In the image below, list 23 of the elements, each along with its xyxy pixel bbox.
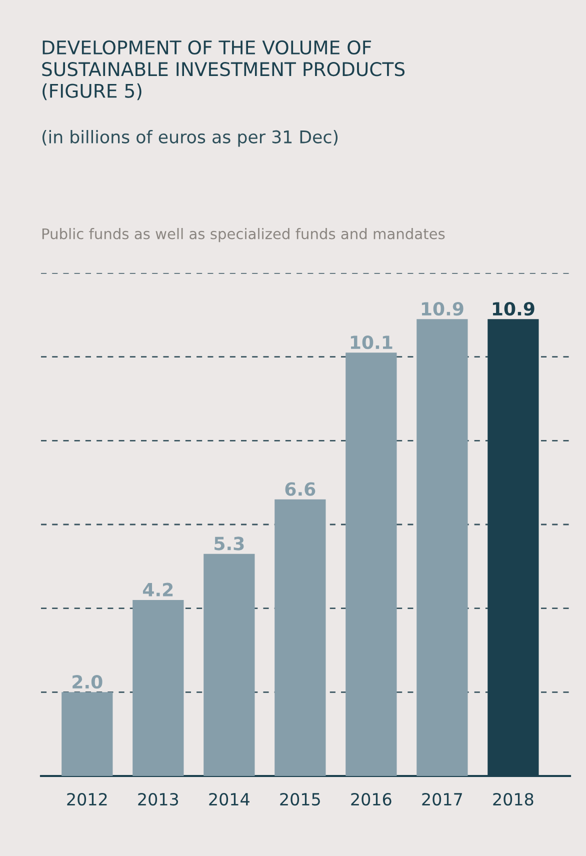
x-tick-label: 2013	[138, 792, 178, 806]
bar	[346, 352, 397, 776]
bar	[274, 499, 326, 776]
data-label: 4.2	[142, 582, 173, 596]
data-label: 5.3	[214, 536, 244, 550]
data-label: 10.9	[492, 302, 534, 316]
data-label: 2.0	[72, 675, 102, 689]
chart-subtitle: (in billions of euros as per 31 Dec)	[42, 130, 338, 147]
data-label: 10.9	[422, 302, 464, 316]
bar	[62, 692, 113, 776]
x-tick-label: 2018	[493, 792, 534, 806]
x-tick-label: 2014	[209, 792, 250, 806]
chart-title: DEVELOPMENT OF THE VOLUME OF SUSTAINABLE INVESTMENT PRODUCTS (FIGURE 5)	[42, 40, 405, 100]
data-label: 10.1	[350, 335, 392, 350]
x-tick-label: 2012	[67, 792, 107, 806]
text: Public funds as well as specialized funds and mandates	[42, 228, 445, 242]
x-tick-label: 2017	[422, 792, 462, 806]
x-tick-label: 2015	[280, 792, 320, 806]
data-label: 6.6	[285, 482, 316, 496]
x-tick-label: 2016	[351, 792, 392, 806]
bar	[132, 600, 184, 776]
bar	[416, 319, 468, 776]
bar	[204, 554, 255, 776]
